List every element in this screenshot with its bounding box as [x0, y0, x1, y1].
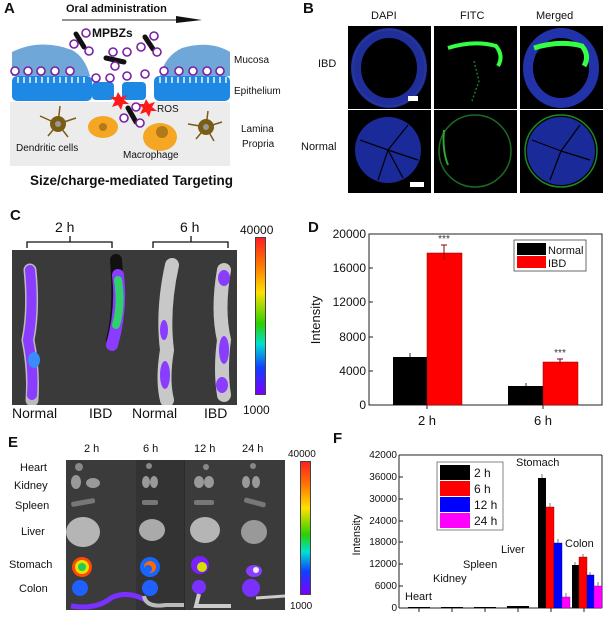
svg-text:Intensity: Intensity: [351, 514, 363, 555]
svg-text:***: ***: [438, 234, 450, 245]
epithelium-label: Epithelium: [234, 86, 281, 97]
svg-text:IBD: IBD: [548, 258, 566, 270]
svg-text:6000: 6000: [375, 581, 398, 592]
svg-text:Kidney: Kidney: [433, 573, 467, 585]
svg-text:42000: 42000: [369, 450, 397, 461]
image-ibd-dapi: [348, 26, 431, 109]
col-header-fitc: FITC: [460, 10, 485, 22]
propria-label: Propria: [242, 139, 275, 150]
col-header-dapi: DAPI: [371, 10, 397, 22]
colorbar-c-max: 40000: [240, 223, 274, 237]
sample-label-4: IBD: [204, 405, 228, 421]
organ-label-spleen: Spleen: [15, 500, 50, 512]
svg-text:0: 0: [359, 398, 366, 412]
panel-label-f: F: [333, 430, 343, 447]
svg-text:12000: 12000: [369, 559, 397, 570]
organ-label-heart: Heart: [20, 462, 47, 474]
svg-text:Liver: Liver: [501, 544, 525, 556]
image-normal-merged: [520, 110, 603, 193]
svg-text:8000: 8000: [339, 330, 366, 344]
row-label-normal: Normal: [301, 141, 337, 153]
group-label-6h: 6 h: [180, 219, 200, 235]
chart-f: 0 6000 12000 18000 24000 30000 36000 420…: [351, 450, 603, 614]
organ-label-colon: Colon: [19, 583, 48, 595]
colorbar-c-min: 1000: [243, 403, 270, 417]
schematic-illustration: [10, 16, 230, 166]
svg-text:2 h: 2 h: [474, 466, 491, 480]
svg-text:4000: 4000: [339, 364, 366, 378]
sample-label-1: Normal: [12, 405, 58, 421]
col-header-merged: Merged: [536, 10, 574, 22]
time-label-2h: 2 h: [84, 443, 100, 455]
colorbar-e: [300, 461, 311, 595]
ros-label: ROS: [157, 104, 179, 115]
mpbzs-label: MPBZs: [92, 26, 133, 40]
organ-fluorescence-image: [66, 460, 286, 610]
colorbar-e-min: 1000: [290, 601, 313, 612]
dendritic-cells-label: Dendritic cells: [16, 143, 79, 154]
svg-text:24000: 24000: [369, 516, 397, 527]
svg-text:Heart: Heart: [405, 591, 432, 603]
svg-text:6 h: 6 h: [534, 413, 552, 428]
panel-label-d: D: [308, 219, 319, 236]
time-label-24h: 24 h: [242, 443, 264, 455]
sample-label-3: Normal: [132, 405, 178, 421]
svg-text:Stomach: Stomach: [516, 457, 559, 469]
image-ibd-merged: [520, 26, 603, 109]
targeting-caption: Size/charge-mediated Targeting: [30, 173, 234, 188]
panel-a-schematic: A Oral administration: [0, 0, 300, 195]
colon-fluorescence-image: [12, 250, 237, 407]
mucosa-label: Mucosa: [234, 55, 270, 66]
svg-text:Intensity: Intensity: [308, 295, 323, 344]
svg-text:12 h: 12 h: [474, 498, 497, 512]
svg-text:16000: 16000: [333, 261, 367, 275]
svg-text:Spleen: Spleen: [463, 559, 497, 571]
time-label-12h: 12 h: [194, 443, 216, 455]
group-label-2h: 2 h: [55, 219, 75, 235]
panel-label-a: A: [4, 0, 15, 17]
svg-text:6 h: 6 h: [474, 482, 491, 496]
svg-text:36000: 36000: [369, 472, 397, 483]
svg-text:***: ***: [554, 348, 566, 359]
organ-label-liver: Liver: [21, 526, 45, 538]
time-label-6h: 6 h: [143, 443, 159, 455]
svg-text:18000: 18000: [369, 537, 397, 548]
macrophage-label: Macrophage: [123, 150, 179, 161]
colorbar-c: [255, 237, 266, 395]
svg-text:2 h: 2 h: [418, 413, 436, 428]
chart-d: 0 4000 8000 12000 16000 20000 Intensity …: [308, 227, 603, 428]
lamina-label: Lamina: [241, 124, 274, 135]
panel-label-b: B: [303, 0, 314, 17]
organ-label-kidney: Kidney: [14, 480, 48, 492]
svg-text:24 h: 24 h: [474, 514, 497, 528]
svg-text:30000: 30000: [369, 494, 397, 505]
panel-label-e: E: [8, 434, 19, 451]
panel-label-c: C: [10, 207, 21, 224]
colorbar-e-max: 40000: [288, 449, 316, 460]
svg-text:Colon: Colon: [565, 538, 594, 550]
image-normal-dapi: [348, 110, 431, 193]
image-normal-fitc: [434, 110, 517, 193]
svg-text:12000: 12000: [333, 295, 367, 309]
row-label-ibd: IBD: [318, 58, 337, 70]
image-ibd-fitc: [434, 26, 517, 109]
group-brackets: [26, 236, 229, 248]
svg-text:20000: 20000: [333, 227, 367, 241]
organ-label-stomach: Stomach: [9, 559, 53, 571]
svg-text:0: 0: [391, 603, 397, 614]
svg-text:Normal: Normal: [548, 245, 583, 257]
oral-administration-label: Oral administration: [66, 3, 167, 15]
sample-label-2: IBD: [89, 405, 113, 421]
